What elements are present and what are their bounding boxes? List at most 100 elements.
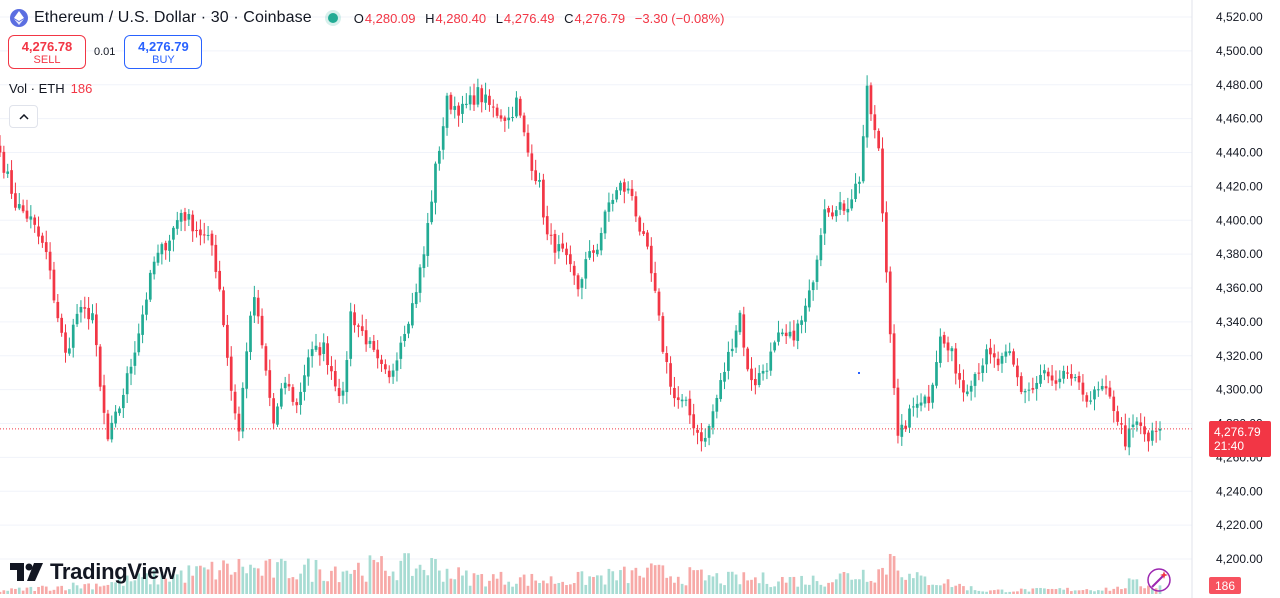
candle-body	[457, 105, 460, 116]
volume-bar	[71, 582, 75, 594]
candle-body	[68, 348, 71, 354]
candle-body	[202, 234, 206, 236]
volume-bar	[946, 579, 950, 594]
candle-body	[723, 371, 726, 382]
volume-bar	[10, 588, 13, 594]
candle-body	[1066, 372, 1069, 374]
volume-bar	[202, 567, 206, 594]
tradingview-logo[interactable]: TradingView	[10, 559, 176, 585]
volume-bar	[877, 569, 881, 594]
volume-bars	[0, 553, 1162, 594]
volume-bar	[823, 586, 827, 594]
candle-body	[241, 387, 245, 432]
sell-button[interactable]: 4,276.78 SELL	[8, 35, 86, 69]
volume-bar	[37, 586, 40, 594]
volume-bar	[453, 579, 457, 594]
candle-body	[1120, 423, 1123, 425]
volume-bar	[326, 581, 329, 594]
volume-bar	[337, 582, 341, 594]
candle-body	[730, 348, 734, 352]
volume-bar	[542, 580, 545, 594]
volume-bar	[360, 575, 364, 594]
volume-bar	[522, 574, 526, 594]
candle-body	[222, 290, 225, 326]
candle-body	[545, 216, 549, 235]
candle-body	[815, 259, 819, 282]
volume-legend[interactable]: Vol · ETH 186	[9, 81, 93, 96]
volume-bar	[881, 567, 884, 594]
ethereum-icon	[10, 9, 28, 27]
volume-bar	[904, 579, 907, 594]
volume-bar	[646, 567, 649, 594]
candle-body	[935, 362, 938, 386]
volume-bar	[1066, 587, 1069, 594]
volume-bar	[715, 573, 719, 594]
volume-bar	[588, 576, 591, 594]
candle-body	[653, 273, 657, 291]
volume-bar	[549, 576, 553, 594]
volume-bar	[630, 570, 634, 594]
candle-body	[703, 437, 707, 442]
candle-body	[491, 106, 495, 108]
volume-bar	[973, 590, 977, 594]
volume-bar	[310, 581, 314, 594]
volume-bar	[1116, 586, 1119, 594]
candle-body	[1104, 386, 1108, 389]
volume-bar	[707, 575, 711, 594]
volume-bar	[295, 579, 299, 594]
volume-bar	[1158, 585, 1162, 594]
candle-body	[17, 204, 21, 209]
candle-body	[557, 244, 561, 252]
volume-bar	[653, 565, 657, 594]
candle-body	[495, 107, 499, 116]
buy-button[interactable]: 4,276.79 BUY	[124, 35, 203, 69]
volume-bar	[241, 566, 245, 594]
magic-wand-icon[interactable]	[1146, 567, 1172, 593]
candle-body	[973, 374, 977, 386]
tradingview-logo-icon	[10, 563, 43, 581]
candle-body	[152, 261, 156, 275]
candle-body	[850, 199, 854, 209]
volume-bar	[199, 565, 202, 594]
candle-body	[168, 240, 171, 251]
volume-bar	[912, 578, 915, 594]
candle-body	[827, 208, 830, 213]
candle-body	[172, 227, 175, 240]
candle-body	[303, 375, 306, 392]
candle-body	[360, 326, 364, 332]
candle-body	[885, 212, 888, 273]
candle-body	[634, 196, 638, 217]
candle-body	[391, 370, 395, 377]
volume-bar	[229, 574, 233, 594]
candle-body	[684, 399, 688, 401]
candle-body	[773, 342, 776, 351]
candle-body	[765, 370, 769, 372]
volume-bar	[133, 580, 137, 594]
volume-bar	[476, 574, 480, 594]
volume-bar	[923, 576, 927, 594]
candle-body	[1016, 365, 1019, 378]
volume-bar	[1077, 590, 1081, 594]
symbol-title[interactable]: Ethereum / U.S. Dollar · 30 · Coinbase	[34, 9, 312, 26]
volume-bar	[437, 570, 441, 594]
volume-bar	[927, 585, 931, 594]
collapse-legend-button[interactable]	[9, 105, 38, 128]
candle-body	[102, 385, 106, 413]
volume-bar	[1046, 588, 1050, 594]
volume-bar	[322, 580, 326, 594]
candle-body	[757, 373, 761, 386]
candle-body	[279, 388, 283, 407]
candle-body	[780, 332, 784, 335]
candle-body	[299, 391, 302, 405]
volume-bar	[1085, 589, 1089, 594]
volume-bar	[792, 576, 796, 594]
volume-bar	[333, 566, 337, 594]
volume-bar	[218, 570, 222, 594]
volume-bar	[1050, 588, 1054, 594]
volume-bar	[156, 584, 160, 594]
volume-bar	[719, 583, 723, 594]
chart-header: Ethereum / U.S. Dollar · 30 · Coinbase O…	[10, 8, 724, 28]
candle-body	[1077, 375, 1081, 383]
candle-body	[345, 360, 349, 393]
